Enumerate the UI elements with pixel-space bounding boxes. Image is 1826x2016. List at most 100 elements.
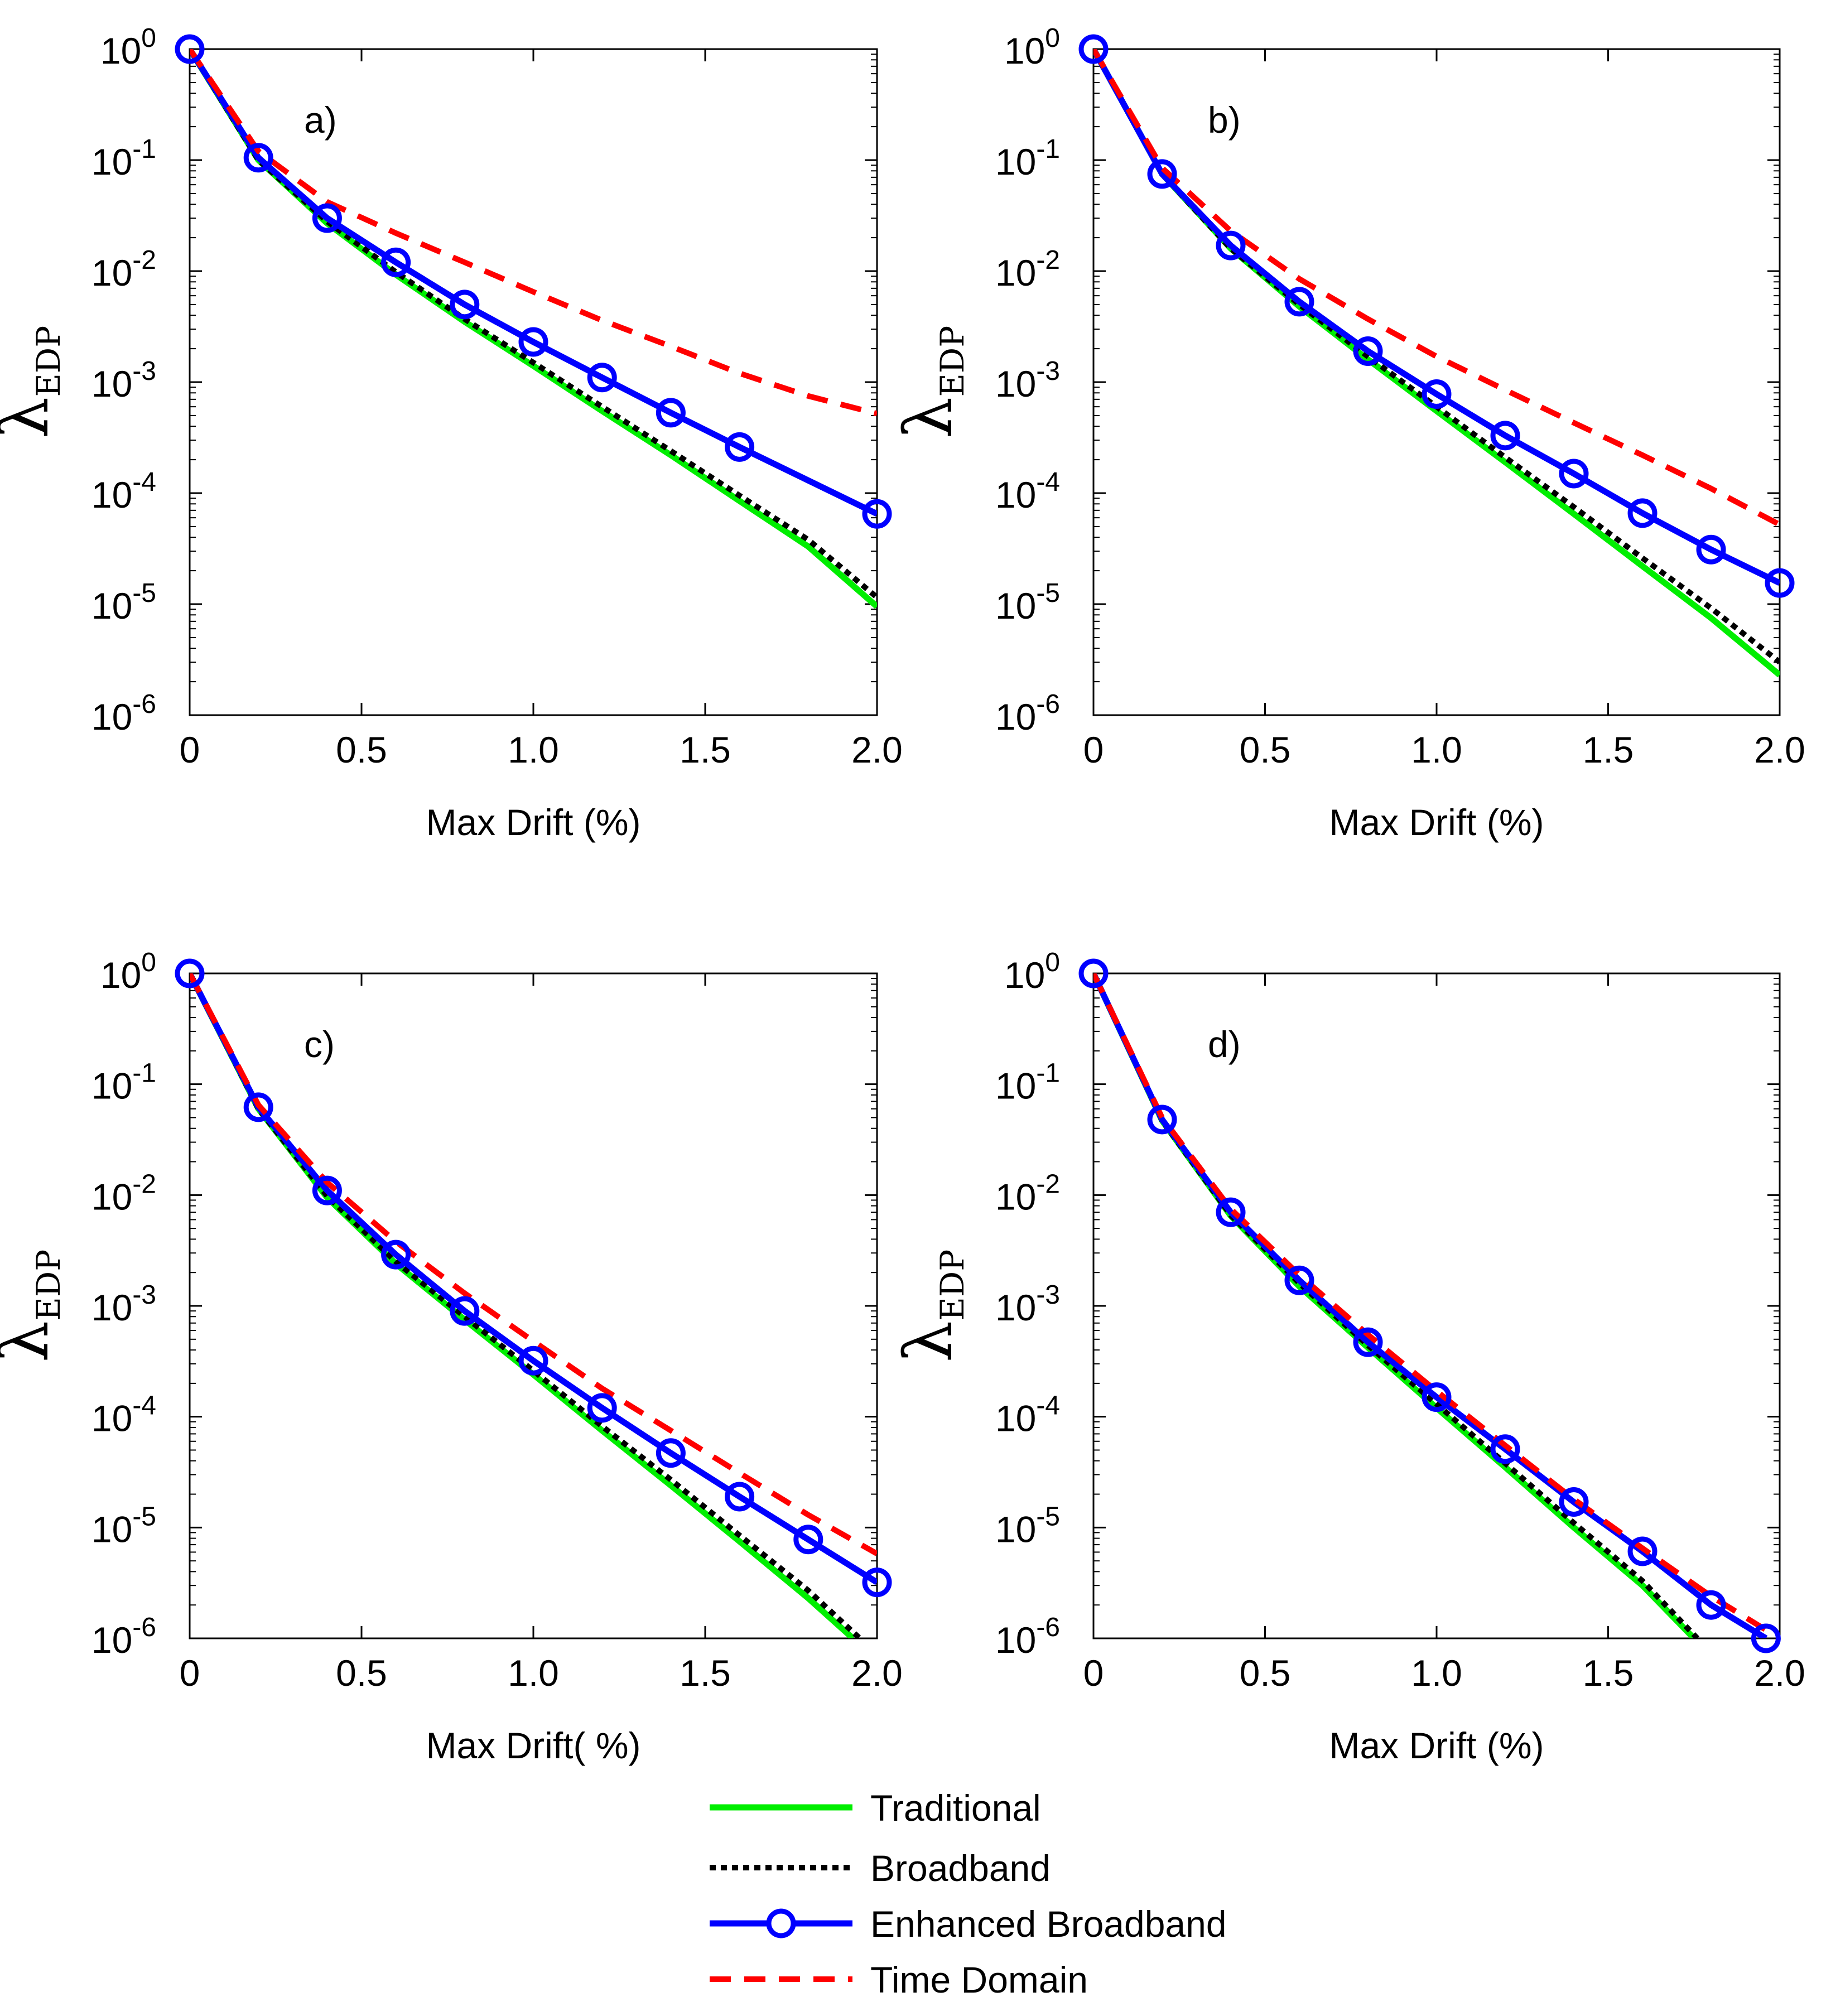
y-tick-label: 10-4 bbox=[995, 1391, 1060, 1439]
data-point-marker bbox=[1751, 1623, 1781, 1653]
data-point-marker bbox=[1627, 1536, 1658, 1566]
data-point-marker bbox=[1078, 958, 1109, 988]
plot-frame bbox=[1092, 972, 1781, 1639]
series-enhanced-broadband-line bbox=[190, 49, 877, 517]
x-tick-label: 2.0 bbox=[851, 729, 903, 770]
x-tick-label: 0 bbox=[1083, 1652, 1104, 1694]
data-point-marker bbox=[1353, 336, 1383, 366]
x-tick-label: 0 bbox=[1083, 729, 1104, 770]
x-tick-label: 0.5 bbox=[1240, 1652, 1291, 1694]
x-tick-label: 1.5 bbox=[680, 729, 731, 770]
y-tick-label: 10-4 bbox=[91, 1391, 156, 1439]
x-axis-label: Max Drift (%) bbox=[426, 802, 641, 843]
data-point-marker bbox=[1696, 534, 1726, 565]
data-point-marker bbox=[1353, 1327, 1383, 1357]
panel-label: d) bbox=[1208, 1024, 1241, 1065]
y-tick-label: 10-3 bbox=[995, 1280, 1060, 1328]
y-tick-label: 10-1 bbox=[995, 1059, 1060, 1107]
y-tick-label: 10-5 bbox=[995, 578, 1060, 626]
panel-label: b) bbox=[1208, 99, 1241, 141]
y-tick-label: 10-5 bbox=[995, 1502, 1060, 1550]
x-tick-label: 1.0 bbox=[1411, 729, 1462, 770]
y-tick-label: 10-5 bbox=[91, 1502, 156, 1550]
data-point-marker bbox=[1559, 459, 1589, 489]
data-point-marker bbox=[312, 203, 342, 233]
series-enhanced-broadband-line bbox=[1093, 49, 1780, 586]
panel-label: a) bbox=[304, 99, 337, 141]
legend-label: Broadband bbox=[870, 1848, 1051, 1889]
legend-label: Time Domain bbox=[870, 1959, 1088, 2000]
x-tick-label: 0 bbox=[180, 1652, 200, 1694]
y-tick-label: 10-2 bbox=[995, 245, 1060, 293]
y-tick-label: 10-6 bbox=[995, 689, 1060, 737]
data-point-marker bbox=[725, 432, 755, 462]
data-point-marker bbox=[381, 247, 411, 277]
series-enhanced-broadband-line bbox=[1093, 973, 1768, 1638]
data-point-marker bbox=[243, 143, 273, 173]
series-broadband-line bbox=[1093, 973, 1700, 1638]
x-tick-label: 1.0 bbox=[508, 729, 559, 770]
data-point-marker bbox=[1284, 1265, 1314, 1295]
series-enhanced-broadband-line bbox=[190, 973, 877, 1585]
data-point-marker bbox=[1284, 287, 1314, 317]
x-tick-label: 0.5 bbox=[336, 729, 387, 770]
legend: Traditional Broadband Enhanced Broadband Ti… bbox=[710, 1787, 1227, 2000]
data-point-marker bbox=[793, 1525, 823, 1555]
x-tick-label: 2.0 bbox=[1754, 1652, 1805, 1694]
x-tick-label: 1.0 bbox=[1411, 1652, 1462, 1694]
legend-marker bbox=[766, 1908, 796, 1938]
data-point-marker bbox=[175, 34, 205, 64]
y-tick-label: 100 bbox=[1004, 948, 1060, 996]
series-time-domain-line bbox=[190, 973, 877, 1556]
data-point-marker bbox=[450, 290, 480, 320]
x-tick-label: 1.0 bbox=[508, 1652, 559, 1694]
data-point-marker bbox=[1216, 230, 1246, 261]
y-tick-label: 100 bbox=[1004, 23, 1060, 71]
plot-frame bbox=[189, 48, 878, 716]
data-point-marker bbox=[587, 363, 617, 393]
series-group bbox=[190, 49, 877, 609]
legend-label: Traditional bbox=[870, 1787, 1041, 1829]
data-point-marker bbox=[1147, 1105, 1177, 1135]
x-tick-label: 2.0 bbox=[1754, 729, 1805, 770]
x-axis-label: Max Drift (%) bbox=[1329, 802, 1544, 843]
data-point-marker bbox=[862, 1568, 892, 1598]
data-point-marker bbox=[243, 1092, 273, 1122]
data-point-marker bbox=[1765, 568, 1795, 598]
y-tick-label: 10-3 bbox=[91, 356, 156, 404]
legend-label: Enhanced Broadband bbox=[870, 1903, 1227, 1945]
x-tick-label: 0 bbox=[180, 729, 200, 770]
data-point-marker bbox=[450, 1296, 480, 1326]
chart-panel-4: 100 10-1 10-2 10-3 10-4 10-5 10-6 0 0.5 1.0 1.5 2.0… bbox=[890, 948, 1805, 1766]
x-tick-label: 1.5 bbox=[680, 1652, 731, 1694]
data-point-marker bbox=[1490, 421, 1520, 451]
data-point-marker bbox=[656, 1438, 686, 1468]
data-point-marker bbox=[381, 1239, 411, 1270]
data-point-marker bbox=[1696, 1590, 1726, 1620]
legend-entry: Enhanced Broadband bbox=[710, 1903, 1227, 1945]
y-tick-label: 10-2 bbox=[91, 1169, 156, 1217]
y-tick-label: 10-4 bbox=[995, 467, 1060, 515]
y-tick-label: 10-1 bbox=[91, 134, 156, 182]
series-time-domain-line bbox=[190, 49, 877, 417]
x-tick-label: 1.5 bbox=[1583, 729, 1634, 770]
data-point-marker bbox=[1078, 34, 1109, 64]
series-time-domain-line bbox=[1093, 973, 1780, 1638]
y-tick-label: 10-5 bbox=[91, 578, 156, 626]
data-point-marker bbox=[725, 1482, 755, 1512]
legend-entry: Broadband bbox=[710, 1848, 1051, 1889]
y-tick-label: 10-2 bbox=[995, 1169, 1060, 1217]
data-point-marker bbox=[862, 499, 892, 529]
y-tick-label: 10-1 bbox=[91, 1059, 156, 1107]
y-tick-label: 10-6 bbox=[995, 1613, 1060, 1661]
y-axis-label: λEDP bbox=[890, 326, 971, 439]
x-tick-label: 2.0 bbox=[851, 1652, 903, 1694]
data-point-marker bbox=[1216, 1197, 1246, 1227]
data-point-marker bbox=[587, 1393, 617, 1423]
y-tick-label: 100 bbox=[100, 948, 156, 996]
y-tick-label: 100 bbox=[100, 23, 156, 71]
data-point-marker bbox=[518, 327, 548, 357]
x-axis-label: Max Drift (%) bbox=[1329, 1725, 1544, 1766]
y-tick-label: 10-3 bbox=[995, 356, 1060, 404]
legend-entry: Traditional bbox=[710, 1787, 1041, 1829]
